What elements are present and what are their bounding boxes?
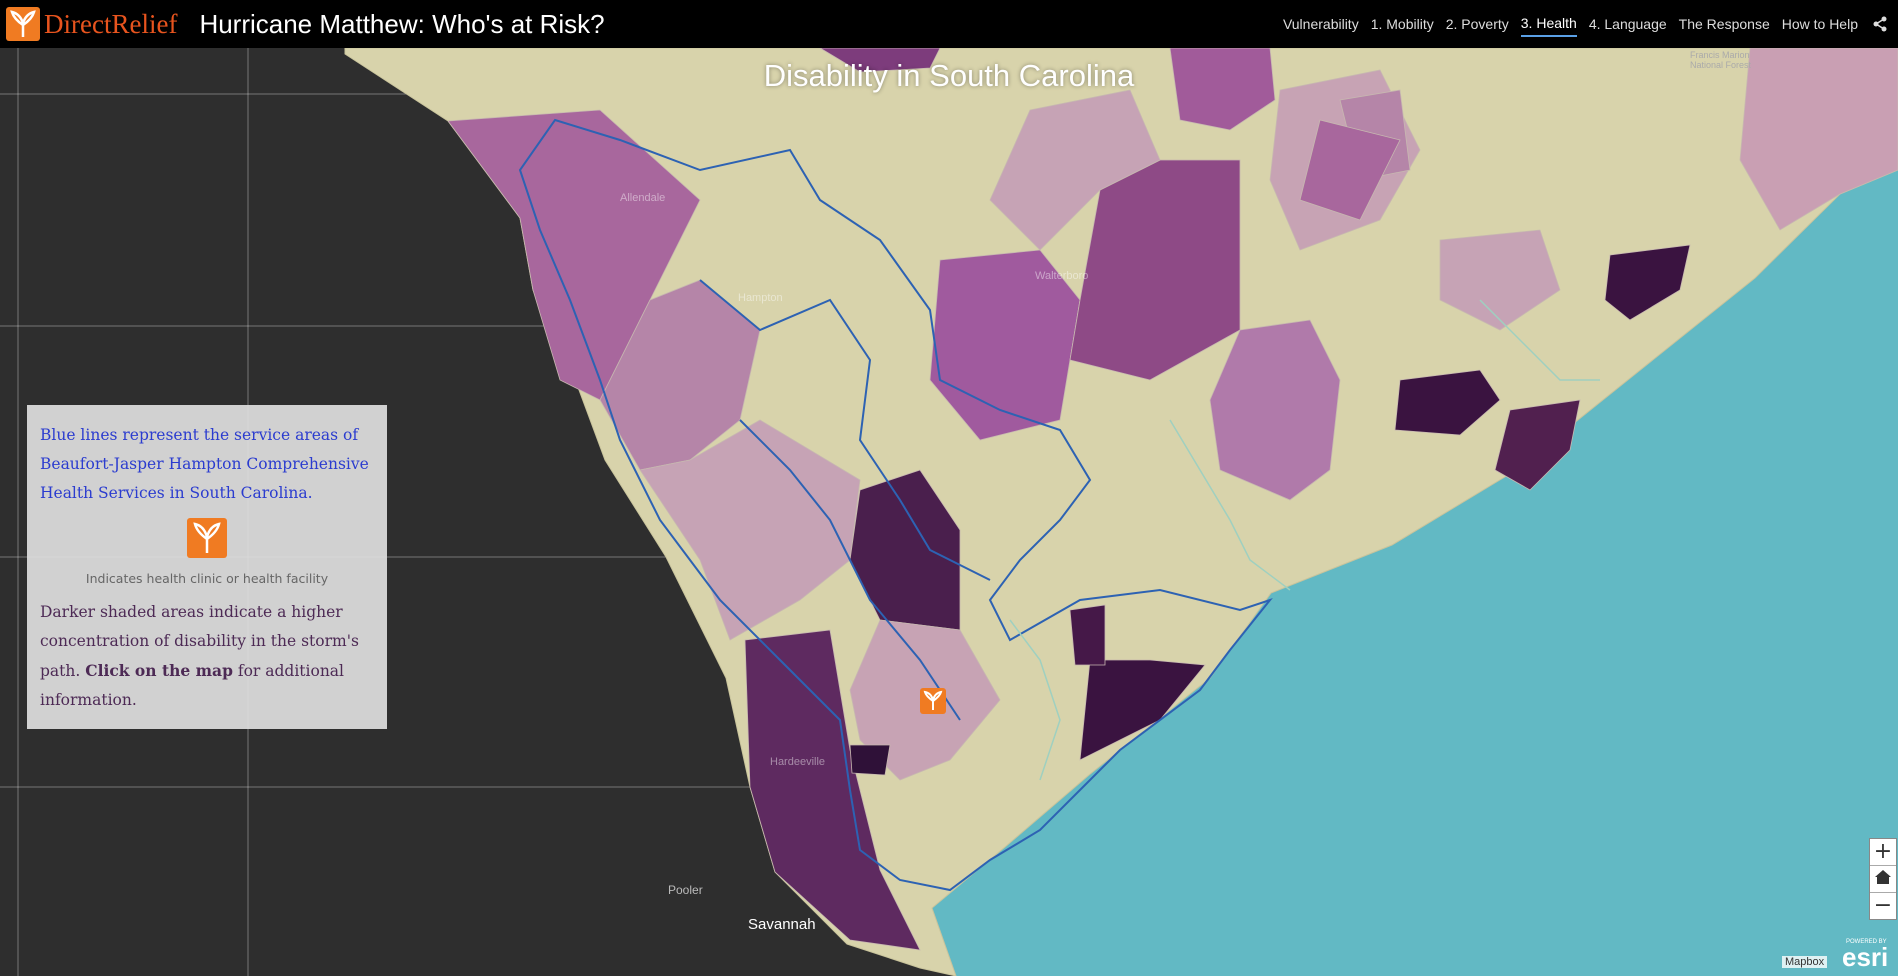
nav-item[interactable]: 4. Language	[1588, 16, 1667, 32]
county[interactable]	[849, 744, 891, 776]
map-title: Disability in South Carolina	[763, 58, 1135, 93]
county[interactable]	[1209, 319, 1341, 501]
zoom-out[interactable]: −	[1873, 893, 1893, 918]
share-button[interactable]	[1872, 16, 1888, 32]
zoom-in[interactable]: +	[1870, 839, 1896, 866]
logo[interactable]: DirectRelief	[6, 7, 177, 41]
river	[1009, 299, 1600, 781]
nav-item[interactable]: The Response	[1678, 16, 1770, 32]
county[interactable]	[989, 89, 1161, 251]
shading-text-end: for additional information.	[40, 662, 345, 709]
facility-marker[interactable]	[920, 688, 946, 714]
legend-icon	[187, 518, 227, 558]
app-title: Hurricane Matthew: Who's at Risk?	[199, 8, 605, 39]
county[interactable]	[1169, 47, 1276, 131]
home-button[interactable]	[1870, 866, 1896, 893]
county[interactable]	[1439, 229, 1561, 331]
nav-item[interactable]: 2. Poverty	[1445, 16, 1509, 32]
county[interactable]	[1299, 119, 1401, 221]
legend-icon-row	[40, 518, 374, 568]
nav-item-active[interactable]: 3. Health	[1520, 11, 1577, 37]
info-panel: Blue lines represent the service areas o…	[27, 405, 387, 729]
header: DirectRelief Hurricane Matthew: Who's at…	[0, 0, 1898, 48]
county[interactable]	[1069, 159, 1241, 381]
nav-item[interactable]: Vulnerability	[1282, 16, 1359, 32]
esri-logo[interactable]: esri	[1842, 942, 1889, 972]
place-label: Hardeeville	[770, 756, 826, 768]
facility-glyph	[923, 690, 943, 710]
nav-item[interactable]: How to Help	[1781, 16, 1858, 32]
shading-text-start: Darker shaded areas indicate a higher co…	[40, 603, 359, 680]
mapbox-attribution[interactable]: Mapbox	[1782, 956, 1828, 968]
home-icon	[1875, 870, 1891, 884]
place-label: Walterboro	[1035, 270, 1089, 282]
place-label: Savannah	[748, 916, 816, 933]
logo-icon	[6, 7, 40, 41]
place-label: Allendale	[620, 192, 666, 204]
county[interactable]	[1739, 47, 1898, 231]
ocean	[932, 170, 1898, 976]
place-label: Pooler	[668, 883, 703, 897]
shading-text: Darker shaded areas indicate a higher co…	[40, 598, 374, 715]
logo-text: DirectRelief	[44, 8, 178, 39]
county[interactable]	[1079, 659, 1206, 761]
shading-text-bold: Click on the map	[85, 661, 233, 680]
esri-powered: POWERED BY	[1846, 939, 1887, 945]
service-text: Blue lines represent the service areas o…	[40, 426, 369, 502]
county[interactable]	[1604, 244, 1691, 321]
nav: Vulnerability 1. Mobility 2. Poverty 3. …	[1283, 0, 1858, 48]
county[interactable]	[1494, 399, 1581, 491]
county[interactable]	[1394, 369, 1501, 436]
place-label: Hampton	[738, 292, 783, 304]
place-label: Francis Marion National Forest	[1690, 50, 1752, 70]
nav-item[interactable]: 1. Mobility	[1370, 16, 1434, 32]
county[interactable]	[818, 47, 941, 73]
service-area-boundary	[518, 118, 1273, 892]
county[interactable]	[744, 629, 921, 951]
legend-caption: Indicates health clinic or health facili…	[85, 571, 329, 586]
zoom-control: + −	[1869, 838, 1897, 920]
county[interactable]	[1069, 604, 1106, 666]
